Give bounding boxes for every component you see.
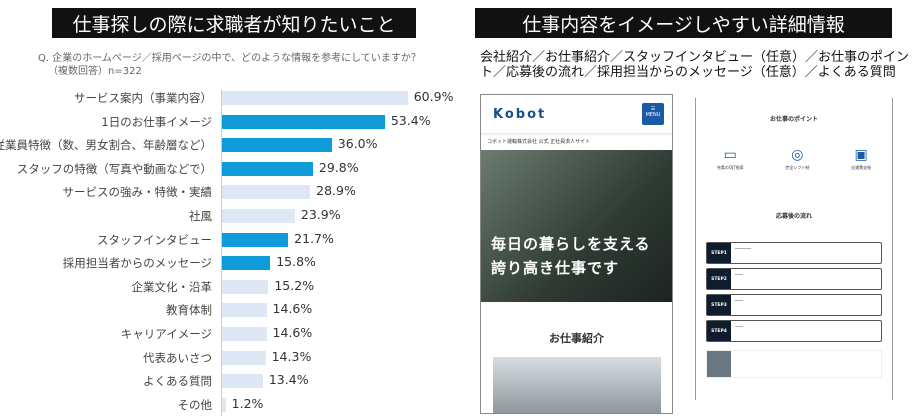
step-item: STEP1 ────── — [706, 242, 882, 264]
hero-image: 毎日の暮らしを支える 誇り高き仕事です — [481, 150, 672, 302]
site-name: コボット運輸株式会社 公式 正社員求人サイト — [487, 139, 591, 145]
category-label: 社風 — [189, 209, 212, 223]
category-label: 教育体制 — [166, 303, 212, 318]
chart-row: キャリアイメージ 14.6% — [0, 324, 470, 344]
work-photo — [493, 357, 661, 413]
category-label: 代表あいさつ — [143, 350, 212, 365]
step-label: STEP3 — [707, 295, 731, 315]
staff-photo — [707, 351, 731, 377]
chart-row: 企業文化・沿革 15.2% — [0, 277, 470, 297]
bar — [222, 138, 332, 153]
calendar-icon: ◎ — [791, 147, 804, 163]
step-label: STEP2 — [707, 269, 731, 289]
category-label: 企業文化・沿革 — [131, 279, 213, 294]
section-title: お仕事紹介 — [549, 332, 604, 345]
phone-mockup: Kobot ☰ MENU コボット運輸株式会社 公式 正社員求人サイト 毎日の暮らし… — [480, 94, 673, 414]
content-list: 会社紹介／お仕事紹介／スタッフインタビュー（任意）／お仕事のポイント／応募後の流… — [480, 50, 910, 80]
value-label: 1.2% — [231, 395, 264, 411]
survey-question: Q. 企業のホームページ／採用ページの中で、どのような情報を参考にしていますか？… — [38, 52, 421, 78]
sample-note: （複数回答）n=322 — [48, 66, 142, 77]
ojt-icon: ▭ — [723, 147, 737, 163]
chart-row: その他 1.2% — [0, 395, 470, 415]
menu-label: MENU — [645, 112, 661, 118]
value-label: 14.6% — [272, 301, 313, 317]
chart-row: 採用担当者からのメッセージ 15.8% — [0, 253, 470, 273]
bar — [222, 185, 311, 200]
step-label: STEP1 — [707, 243, 731, 263]
point-label: 完全シフト制 — [785, 165, 810, 170]
bar — [222, 303, 267, 318]
chart-row: よくある質問 13.4% — [0, 371, 470, 391]
value-label: 21.7% — [294, 230, 334, 246]
value-label: 13.4% — [268, 372, 309, 388]
chart-row: サービスの強み・特徴・実績 28.9% — [0, 182, 470, 202]
value-label: 23.9% — [300, 207, 341, 222]
value-label: 60.9% — [413, 89, 454, 104]
bar — [222, 114, 385, 129]
point-label: 交通費支給 — [851, 165, 872, 170]
category-label: スタッフの特徴（写真や動画などで） — [16, 161, 212, 176]
category-label: サービスの強み・特徴・実績 — [62, 185, 213, 200]
bar — [222, 350, 266, 365]
value-label: 36.0% — [337, 136, 378, 152]
bar — [222, 256, 271, 271]
logo: Kobot — [493, 106, 547, 122]
category-label: その他 — [177, 397, 213, 412]
bar — [222, 397, 226, 412]
right-title: 仕事内容をイメージしやすい詳細情報 — [475, 8, 892, 38]
value-label: 29.8% — [318, 159, 359, 175]
left-title: 仕事探しの際に求職者が知りたいこと — [52, 8, 416, 38]
value-label: 14.6% — [272, 325, 313, 340]
value-label: 15.2% — [274, 277, 315, 293]
category-label: 採用担当者からのメッセージ — [62, 256, 212, 271]
page-mockup: お仕事のポイント ▭ 充実のOJT指導 ◎ 完全シフト制 ▣ 交通費支給 応募後の流れ… — [695, 98, 893, 400]
category-label: よくある質問 — [143, 374, 212, 389]
menu-button: ☰ MENU — [642, 103, 664, 125]
value-label: 53.4% — [390, 112, 431, 128]
category-label: キャリアイメージ — [120, 327, 212, 341]
bar — [222, 279, 269, 294]
bar — [222, 91, 408, 105]
step-item: STEP4 ─── — [706, 320, 882, 342]
value-label: 14.3% — [271, 348, 312, 364]
category-label: 従業員特徴（数、男女割合、年齢層など） — [0, 138, 212, 153]
bar — [222, 374, 263, 389]
hero-line-1: 毎日の暮らしを支える — [491, 235, 651, 253]
bar — [222, 232, 289, 247]
step-label: STEP4 — [707, 321, 731, 341]
chart-row: サービス案内（事業内容） 60.9% — [0, 88, 470, 108]
bar — [222, 161, 313, 176]
category-label: サービス案内（事業内容） — [74, 91, 212, 105]
hero-line-2: 誇り高き仕事です — [491, 259, 620, 277]
bar — [222, 209, 295, 223]
value-label: 15.8% — [276, 254, 316, 270]
chart-row: 社風 23.9% — [0, 206, 470, 226]
chart-row: 代表あいさつ 14.3% — [0, 348, 470, 368]
flow-title: 応募後の流れ — [775, 213, 812, 220]
bar — [222, 327, 267, 341]
step-item: STEP2 ─── — [706, 268, 882, 290]
message-card — [706, 350, 882, 378]
chart-row: 教育体制 14.6% — [0, 300, 470, 320]
category-label: 1日のお仕事イメージ — [101, 114, 212, 129]
chart-row: 1日のお仕事イメージ 53.4% — [0, 112, 470, 132]
point-label: 充実のOJT指導 — [716, 165, 744, 170]
step-item: STEP3 ─── — [706, 294, 882, 316]
transport-icon: ▣ — [854, 147, 868, 163]
chart-row: スタッフインタビュー 21.7% — [0, 230, 470, 250]
value-label: 28.9% — [316, 183, 356, 199]
question-text: Q. 企業のホームページ／採用ページの中で、どのような情報を参考にしていますか？ — [38, 53, 421, 64]
chart-axis — [221, 90, 222, 416]
chart-row: 従業員特徴（数、男女割合、年齢層など） 36.0% — [0, 135, 470, 155]
points-title: お仕事のポイント — [769, 116, 818, 123]
chart-row: スタッフの特徴（写真や動画などで） 29.8% — [0, 159, 470, 179]
category-label: スタッフインタビュー — [97, 232, 212, 247]
